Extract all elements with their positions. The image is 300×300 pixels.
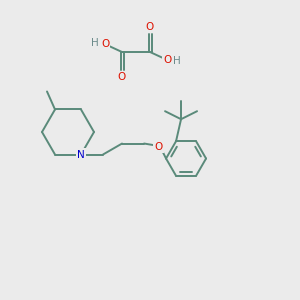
Text: O: O — [118, 72, 126, 82]
Text: H: H — [91, 38, 99, 48]
Text: O: O — [101, 39, 109, 49]
Text: N: N — [77, 149, 85, 160]
Text: O: O — [163, 55, 171, 65]
Text: H: H — [173, 56, 181, 66]
Text: O: O — [146, 22, 154, 32]
Text: O: O — [154, 142, 162, 152]
